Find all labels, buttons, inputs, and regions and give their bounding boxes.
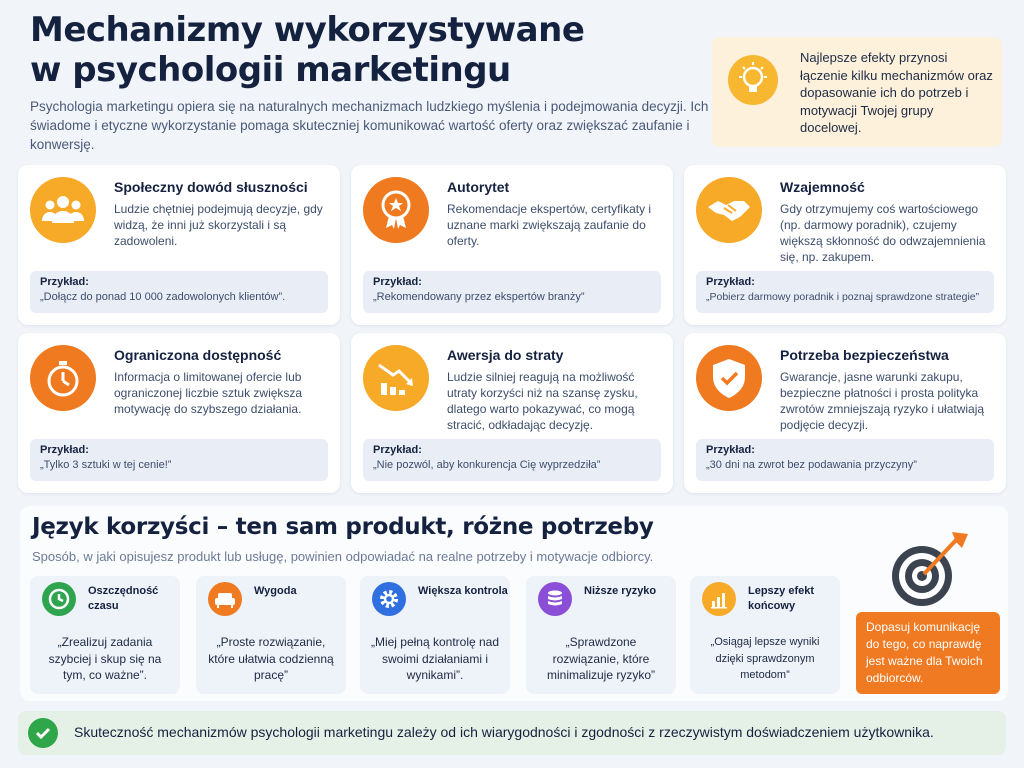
example-label: Przykład: bbox=[706, 444, 755, 456]
page-title-line-1: Mechanizmy wykorzystywane bbox=[30, 10, 585, 50]
mechanism-description: Ludzie chętniej podejmują decyzje, gdy w… bbox=[114, 202, 323, 248]
tip-box: Najlepsze efekty przynosi łączenie kilku… bbox=[712, 37, 1002, 147]
page-title-line-2: w psychologii marketingu bbox=[30, 50, 511, 90]
award-badge-icon bbox=[363, 177, 429, 243]
callout-box: Dopasuj komunikację do tego, co naprawdę… bbox=[856, 612, 1000, 694]
benefit-title: Wygoda bbox=[254, 585, 297, 597]
example-box: Przykład: „Dołącz do ponad 10 000 zadowo… bbox=[30, 271, 328, 313]
example-text: „30 dni na zwrot bez podawania przyczyny… bbox=[706, 459, 917, 471]
target-arrow-icon bbox=[886, 530, 976, 610]
example-text: „Rekomendowany przez ekspertów branży” bbox=[373, 291, 585, 303]
benefit-quote: „Miej pełną kontrolę nad swoimi działani… bbox=[370, 635, 500, 682]
benefit-card-convenience: Wygoda „Proste rozwiązanie, które ułatwi… bbox=[196, 576, 346, 694]
section-title: Język korzyści – ten sam produkt, różne … bbox=[32, 514, 654, 540]
clock-icon bbox=[42, 582, 76, 616]
benefits-section bbox=[20, 506, 1008, 701]
example-box: Przykład: „Tylko 3 sztuki w tej cenie!” bbox=[30, 439, 328, 481]
mechanism-title: Potrzeba bezpieczeństwa bbox=[780, 347, 949, 363]
benefit-card-control: Większa kontrola „Miej pełną kontrolę na… bbox=[360, 576, 510, 694]
example-box: Przykład: „Pobierz darmowy poradnik i po… bbox=[696, 271, 994, 313]
example-label: Przykład: bbox=[40, 276, 89, 288]
mechanism-card-reciprocity: Wzajemność Gdy otrzymujemy coś wartościo… bbox=[684, 165, 1006, 325]
mechanism-description: Informacja o limitowanej ofercie lub ogr… bbox=[114, 370, 303, 416]
benefit-quote: „Sprawdzone rozwiązanie, które minimaliz… bbox=[546, 635, 656, 682]
benefit-card-time: Oszczędność czasu „Zrealizuj zadania szy… bbox=[30, 576, 180, 694]
benefit-title: Oszczędność czasu bbox=[88, 585, 159, 612]
example-box: Przykład: „Nie pozwól, aby konkurencja C… bbox=[363, 439, 661, 481]
mechanism-card-scarcity: Ograniczona dostępność Informacja o limi… bbox=[18, 333, 340, 493]
mechanism-description: Gdy otrzymujemy coś wartościowego (np. d… bbox=[780, 202, 986, 264]
example-label: Przykład: bbox=[373, 444, 422, 456]
tip-text: Najlepsze efekty przynosi łączenie kilku… bbox=[800, 50, 993, 135]
stopwatch-icon bbox=[30, 345, 96, 411]
shield-check-icon bbox=[696, 345, 762, 411]
example-box: Przykład: „30 dni na zwrot bez podawania… bbox=[696, 439, 994, 481]
mechanism-title: Ograniczona dostępność bbox=[114, 347, 282, 363]
mechanism-description: Rekomendacje ekspertów, certyfikaty i uz… bbox=[447, 202, 652, 248]
gear-icon bbox=[372, 582, 406, 616]
sofa-icon bbox=[208, 582, 242, 616]
example-text: „Dołącz do ponad 10 000 zadowolonych kli… bbox=[40, 291, 286, 303]
benefit-card-result: Lepszy efekt końcowy „Osiągaj lepsze wyn… bbox=[690, 576, 840, 694]
example-text: „Nie pozwól, aby konkurencja Cię wyprzed… bbox=[373, 459, 601, 471]
mechanism-card-loss-aversion: Awersja do straty Ludzie silniej reagują… bbox=[351, 333, 673, 493]
benefit-title: Lepszy efekt końcowy bbox=[748, 585, 815, 612]
section-subtitle: Sposób, w jaki opisujesz produkt lub usł… bbox=[32, 549, 654, 564]
example-box: Przykład: „Rekomendowany przez ekspertów… bbox=[363, 271, 661, 313]
example-text: „Pobierz darmowy poradnik i poznaj spraw… bbox=[706, 291, 980, 303]
page-title: Mechanizmy wykorzystywane w psychologii … bbox=[30, 10, 690, 90]
footer-bar: Skuteczność mechanizmów psychologii mark… bbox=[18, 711, 1006, 755]
example-label: Przykład: bbox=[40, 444, 89, 456]
mechanism-description: Ludzie silniej reagują na możliwość utra… bbox=[447, 370, 638, 432]
footer-text: Skuteczność mechanizmów psychologii mark… bbox=[74, 724, 934, 740]
mechanism-description: Gwarancje, jasne warunki zakupu, bezpiec… bbox=[780, 370, 985, 432]
benefit-quote: „Zrealizuj zadania szybciej i skup się n… bbox=[48, 635, 162, 682]
lightbulb-icon bbox=[728, 55, 778, 105]
mechanism-card-security: Potrzeba bezpieczeństwa Gwarancje, jasne… bbox=[684, 333, 1006, 493]
people-icon bbox=[30, 177, 96, 243]
benefit-quote: „Proste rozwiązanie, które ułatwia codzi… bbox=[208, 635, 334, 682]
benefit-card-risk: Niższe ryzyko „Sprawdzone rozwiązanie, k… bbox=[526, 576, 676, 694]
example-label: Przykład: bbox=[373, 276, 422, 288]
mechanism-card-social-proof: Społeczny dowód słuszności Ludzie chętni… bbox=[18, 165, 340, 325]
database-icon bbox=[538, 582, 572, 616]
mechanism-title: Awersja do straty bbox=[447, 347, 564, 363]
mechanism-title: Autorytet bbox=[447, 179, 510, 195]
handshake-icon bbox=[696, 177, 762, 243]
benefit-quote: „Osiągaj lepsze wyniki dzięki sprawdzony… bbox=[710, 636, 820, 681]
benefit-title: Większa kontrola bbox=[418, 585, 508, 597]
mechanism-title: Społeczny dowód słuszności bbox=[114, 179, 308, 195]
intro-text: Psychologia marketingu opiera się na nat… bbox=[30, 99, 709, 152]
mechanism-card-authority: Autorytet Rekomendacje ekspertów, certyf… bbox=[351, 165, 673, 325]
mechanism-title: Wzajemność bbox=[780, 179, 865, 195]
bar-chart-icon bbox=[702, 582, 736, 616]
example-label: Przykład: bbox=[706, 276, 755, 288]
check-circle-icon bbox=[28, 718, 58, 748]
example-text: „Tylko 3 sztuki w tej cenie!” bbox=[40, 459, 172, 471]
benefit-title: Niższe ryzyko bbox=[584, 585, 657, 597]
declining-chart-icon bbox=[363, 345, 429, 411]
